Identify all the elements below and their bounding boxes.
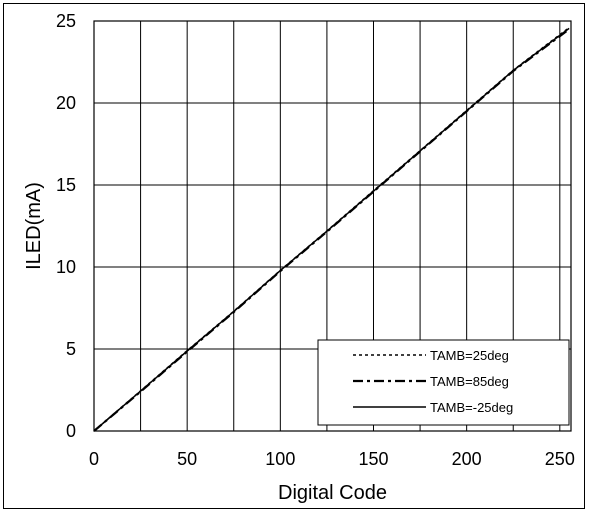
series-layer bbox=[93, 27, 570, 432]
series-line-3 bbox=[93, 27, 570, 432]
y-tick-label: 0 bbox=[66, 421, 76, 441]
y-tick-label: 10 bbox=[56, 257, 76, 277]
x-tick-label: 100 bbox=[265, 449, 295, 469]
legend-label-3: TAMB=-25deg bbox=[430, 400, 513, 415]
x-tick-label: 0 bbox=[89, 449, 99, 469]
x-tick-label: 200 bbox=[452, 449, 482, 469]
y-tick-label: 25 bbox=[56, 11, 76, 31]
x-axis-label: Digital Code bbox=[278, 482, 387, 504]
x-tick-label: 150 bbox=[358, 449, 388, 469]
legend-label-2: TAMB=85deg bbox=[430, 374, 509, 389]
y-axis-label: ILED(mA) bbox=[23, 182, 45, 270]
legend-label-1: TAMB=25deg bbox=[430, 348, 509, 363]
legend-box bbox=[317, 339, 570, 426]
plot-border bbox=[93, 20, 572, 432]
legend: TAMB=25deg TAMB=85deg TAMB=-25deg bbox=[317, 339, 570, 426]
x-tick-label: 50 bbox=[177, 449, 197, 469]
tick-labels: 0 50 100 150 200 250 0 5 10 15 20 25 bbox=[56, 11, 575, 469]
y-tick-label: 5 bbox=[66, 339, 76, 359]
y-tick-label: 20 bbox=[56, 93, 76, 113]
x-tick-label: 250 bbox=[545, 449, 575, 469]
y-tick-label: 15 bbox=[56, 175, 76, 195]
